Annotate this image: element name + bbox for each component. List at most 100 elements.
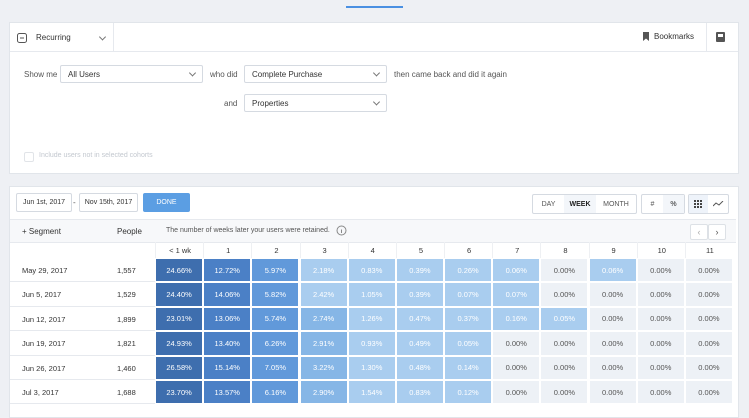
retention-cell[interactable]: 2.18% (299, 258, 348, 283)
segment-label: May 29, 2017 (22, 266, 68, 275)
granularity-option[interactable]: MONTH (603, 200, 629, 208)
value-mode-option[interactable]: # (650, 200, 655, 208)
retention-cell[interactable]: 0.00% (588, 355, 637, 380)
retention-cell[interactable]: 2.74% (299, 306, 348, 332)
retention-cell[interactable]: 23.01% (155, 306, 204, 332)
column-header: 8 (540, 242, 589, 258)
retention-cell[interactable]: 0.07% (492, 282, 541, 307)
save-icon[interactable] (715, 31, 727, 43)
value-mode-option[interactable]: % (663, 195, 684, 213)
retention-cell[interactable]: 13.06% (203, 306, 252, 332)
retention-cell[interactable]: 1.54% (347, 380, 396, 405)
people-count: 1,557 (117, 266, 136, 275)
retention-cell[interactable]: 0.39% (395, 282, 444, 307)
retention-cell[interactable]: 0.00% (684, 380, 733, 405)
next-button[interactable]: › (708, 224, 726, 240)
retention-cell[interactable]: 0.06% (492, 258, 541, 283)
retention-cell[interactable]: 13.40% (203, 331, 252, 356)
retention-cell[interactable]: 0.00% (636, 282, 685, 307)
retention-cell[interactable]: 0.05% (540, 306, 589, 332)
retention-cell[interactable]: 12.72% (203, 258, 252, 283)
retention-cell[interactable]: 0.07% (444, 282, 493, 307)
retention-cell[interactable]: 13.57% (203, 380, 252, 405)
retention-cell[interactable]: 14.06% (203, 282, 252, 307)
retention-cell[interactable]: 0.39% (395, 258, 444, 283)
info-icon[interactable] (336, 225, 347, 236)
retention-cell[interactable]: 0.00% (588, 306, 637, 332)
prev-button[interactable]: ‹ (690, 224, 708, 240)
event-dropdown[interactable]: Complete Purchase (244, 65, 387, 83)
line-view[interactable] (708, 195, 728, 213)
retention-cell[interactable]: 1.05% (347, 282, 396, 307)
retention-cell[interactable]: 0.00% (588, 282, 637, 307)
retention-cell[interactable]: 0.00% (684, 331, 733, 356)
retention-cell[interactable]: 0.00% (540, 282, 589, 307)
column-header: 6 (444, 242, 493, 258)
retention-cell[interactable]: 0.00% (636, 380, 685, 405)
retention-cell[interactable]: 23.70% (155, 380, 204, 405)
retention-cell[interactable]: 0.00% (684, 258, 733, 283)
retention-cell[interactable]: 5.97% (251, 258, 300, 283)
retention-cell[interactable]: 0.00% (492, 331, 541, 356)
grid-view[interactable] (689, 195, 708, 213)
retention-cell[interactable]: 0.83% (347, 258, 396, 283)
retention-cell[interactable]: 0.49% (395, 331, 444, 356)
retention-cell[interactable]: 0.00% (492, 355, 541, 380)
end-date[interactable]: Nov 15th, 2017 (79, 193, 138, 212)
granularity-option[interactable]: WEEK (564, 195, 596, 213)
retention-cell[interactable]: 24.93% (155, 331, 204, 356)
retention-cell[interactable]: 0.05% (444, 331, 493, 356)
retention-cell[interactable]: 0.00% (588, 331, 637, 356)
done-button[interactable]: DONE (143, 193, 190, 212)
retention-cell[interactable]: 0.00% (636, 306, 685, 332)
audience-dropdown[interactable]: All Users (60, 65, 203, 83)
retention-cell[interactable]: 0.00% (636, 355, 685, 380)
retention-cell[interactable]: 0.00% (636, 331, 685, 356)
retention-cell[interactable]: 2.90% (299, 380, 348, 405)
retention-cell[interactable]: 0.06% (588, 258, 637, 283)
retention-cell[interactable]: 0.00% (684, 355, 733, 380)
retention-cell[interactable]: 15.14% (203, 355, 252, 380)
retention-cell[interactable]: 5.82% (251, 282, 300, 307)
retention-cell[interactable]: 0.48% (395, 355, 444, 380)
retention-cell[interactable]: 0.16% (492, 306, 541, 332)
retention-cell[interactable]: 6.16% (251, 380, 300, 405)
retention-cell[interactable]: 24.66% (155, 258, 204, 283)
retention-cell[interactable]: 0.93% (347, 331, 396, 356)
retention-cell[interactable]: 0.00% (636, 258, 685, 283)
retention-cell[interactable]: 7.05% (251, 355, 300, 380)
start-date[interactable]: Jun 1st, 2017 (16, 193, 72, 212)
toolbar-divider (10, 51, 738, 52)
retention-cell[interactable]: 24.40% (155, 282, 204, 307)
retention-cell[interactable]: 0.00% (492, 380, 541, 405)
retention-cell[interactable]: 0.14% (444, 355, 493, 380)
properties-dropdown[interactable]: Properties (244, 94, 387, 112)
retention-cell[interactable]: 0.83% (395, 380, 444, 405)
segment-header[interactable]: + Segment (22, 227, 61, 236)
include-checkbox[interactable] (24, 152, 34, 162)
retention-cell[interactable]: 3.22% (299, 355, 348, 380)
retention-cell[interactable]: 0.00% (540, 331, 589, 356)
retention-cell[interactable]: 0.26% (444, 258, 493, 283)
retention-cell[interactable]: 0.12% (444, 380, 493, 405)
row-background (10, 380, 155, 405)
retention-cell[interactable]: 0.47% (395, 306, 444, 332)
retention-cell[interactable]: 0.37% (444, 306, 493, 332)
retention-cell[interactable]: 0.00% (588, 380, 637, 405)
retention-cell[interactable]: 26.58% (155, 355, 204, 380)
bookmarks-button[interactable]: Bookmarks (642, 32, 694, 41)
retention-cell[interactable]: 5.74% (251, 306, 300, 332)
retention-cell[interactable]: 0.00% (540, 380, 589, 405)
retention-cell[interactable]: 6.26% (251, 331, 300, 356)
retention-cell[interactable]: 0.00% (684, 306, 733, 332)
retention-cell[interactable]: 2.42% (299, 282, 348, 307)
retention-cell[interactable]: 1.30% (347, 355, 396, 380)
report-selector[interactable]: Recurring (16, 29, 112, 46)
column-header: 10 (636, 242, 686, 258)
retention-cell[interactable]: 0.00% (540, 355, 589, 380)
retention-cell[interactable]: 2.91% (299, 331, 348, 356)
retention-cell[interactable]: 0.00% (540, 258, 589, 283)
retention-cell[interactable]: 0.00% (684, 282, 733, 307)
granularity-option[interactable]: DAY (541, 200, 556, 208)
retention-cell[interactable]: 1.26% (347, 306, 396, 332)
